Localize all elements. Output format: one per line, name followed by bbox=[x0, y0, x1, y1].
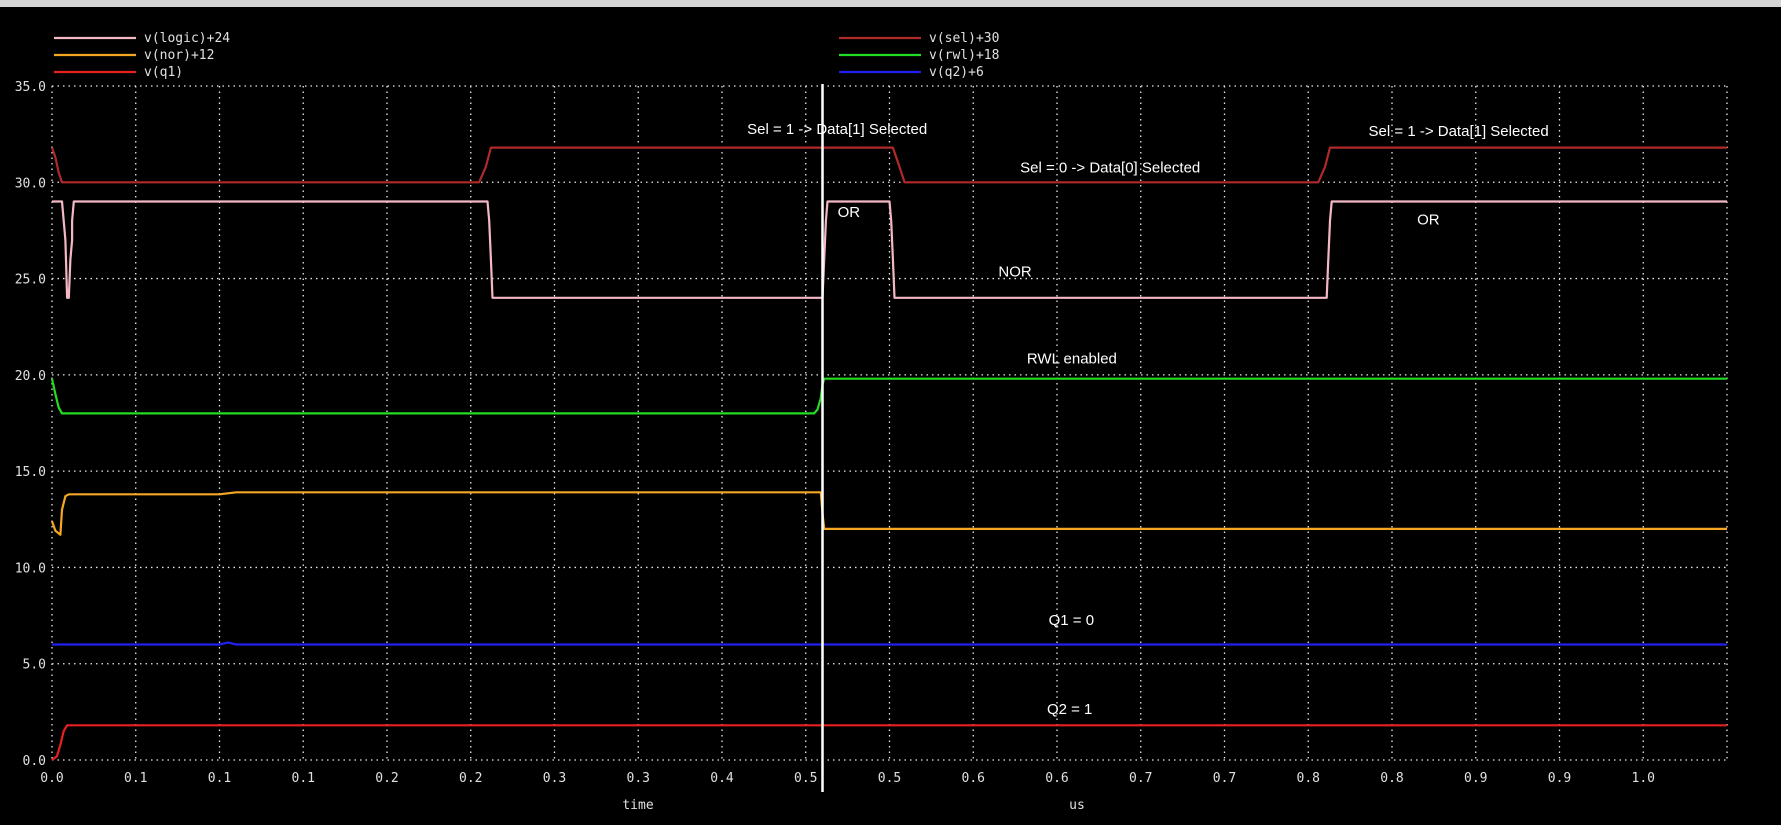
series-line-2 bbox=[51, 724, 1727, 761]
legend-entry: v(q2)+6 bbox=[929, 65, 984, 80]
x-tick-label: 0.1 bbox=[124, 771, 147, 786]
x-axis-label: time bbox=[622, 798, 653, 813]
x-tick-label: 0.0 bbox=[40, 771, 63, 786]
y-tick-label: 0.0 bbox=[23, 754, 46, 769]
annotations: Sel = 1 -> Data[1] Selected Sel = 1 -> Da… bbox=[747, 121, 1549, 718]
y-tick-label: 5.0 bbox=[23, 658, 46, 673]
legend-entry: v(rwl)+18 bbox=[929, 48, 999, 63]
annotation-label: Q1 = 0 bbox=[1049, 612, 1094, 629]
legend-entry: v(nor)+12 bbox=[144, 48, 214, 63]
window-top-bar bbox=[0, 0, 1781, 7]
x-tick-label: 0.9 bbox=[1464, 771, 1487, 786]
x-tick-label: 0.7 bbox=[1129, 771, 1152, 786]
x-tick-label: 0.1 bbox=[292, 771, 315, 786]
series-line-0 bbox=[52, 200, 1727, 299]
x-tick-label: 0.9 bbox=[1548, 771, 1571, 786]
annotation-label: Sel = 1 -> Data[1] Selected bbox=[747, 121, 927, 138]
x-tick-label: 0.5 bbox=[878, 771, 901, 786]
x-tick-label: 0.3 bbox=[543, 771, 566, 786]
x-tick-label: 0.5 bbox=[794, 771, 817, 786]
x-tick-label: 0.8 bbox=[1297, 771, 1320, 786]
x-tick-label: 0.4 bbox=[710, 771, 734, 786]
plot-grid bbox=[51, 85, 1728, 761]
y-tick-label: 10.0 bbox=[15, 561, 46, 576]
tick-labels: 0.0 0.1 0.1 0.1 0.2 0.2 0.3 0.3 0.4 0.5 0.5 0.6 0.6 0… bbox=[15, 80, 1655, 786]
legend-entry: v(q1) bbox=[144, 65, 183, 80]
annotation-label: Q2 = 1 bbox=[1047, 701, 1092, 718]
x-tick-label: 0.6 bbox=[1045, 771, 1068, 786]
legend: v(logic)+24 v(nor)+12 v(q1) v(sel)+30 v(rwl)… bbox=[54, 31, 999, 80]
annotation-label: OR bbox=[1417, 212, 1440, 229]
x-tick-label: 0.6 bbox=[962, 771, 985, 786]
x-tick-label: 0.7 bbox=[1213, 771, 1236, 786]
annotation-label: RWL enabled bbox=[1027, 350, 1117, 367]
legend-entry: v(sel)+30 bbox=[929, 31, 999, 46]
x-tick-label: 1.0 bbox=[1632, 771, 1655, 786]
y-tick-label: 35.0 bbox=[15, 80, 46, 95]
x-tick-label: 0.8 bbox=[1380, 771, 1403, 786]
x-tick-label: 0.3 bbox=[627, 771, 650, 786]
annotation-label: NOR bbox=[998, 264, 1032, 281]
y-tick-label: 15.0 bbox=[15, 465, 46, 480]
y-tick-label: 25.0 bbox=[15, 273, 46, 288]
y-tick-label: 20.0 bbox=[15, 369, 46, 384]
series-line-3 bbox=[50, 146, 1727, 184]
annotation-label: OR bbox=[838, 204, 861, 221]
x-tick-label: 0.2 bbox=[375, 771, 398, 786]
x-tick-label: 0.2 bbox=[459, 771, 482, 786]
series-line-5 bbox=[52, 641, 1727, 646]
legend-entry: v(logic)+24 bbox=[144, 31, 230, 46]
y-tick-label: 30.0 bbox=[15, 176, 46, 191]
annotation-label: Sel = 0 -> Data[0] Selected bbox=[1020, 160, 1200, 177]
x-axis-unit: us bbox=[1069, 798, 1085, 813]
x-tick-label: 0.1 bbox=[208, 771, 231, 786]
series-layer bbox=[50, 146, 1727, 761]
annotation-label: Sel = 1 -> Data[1] Selected bbox=[1369, 123, 1549, 140]
